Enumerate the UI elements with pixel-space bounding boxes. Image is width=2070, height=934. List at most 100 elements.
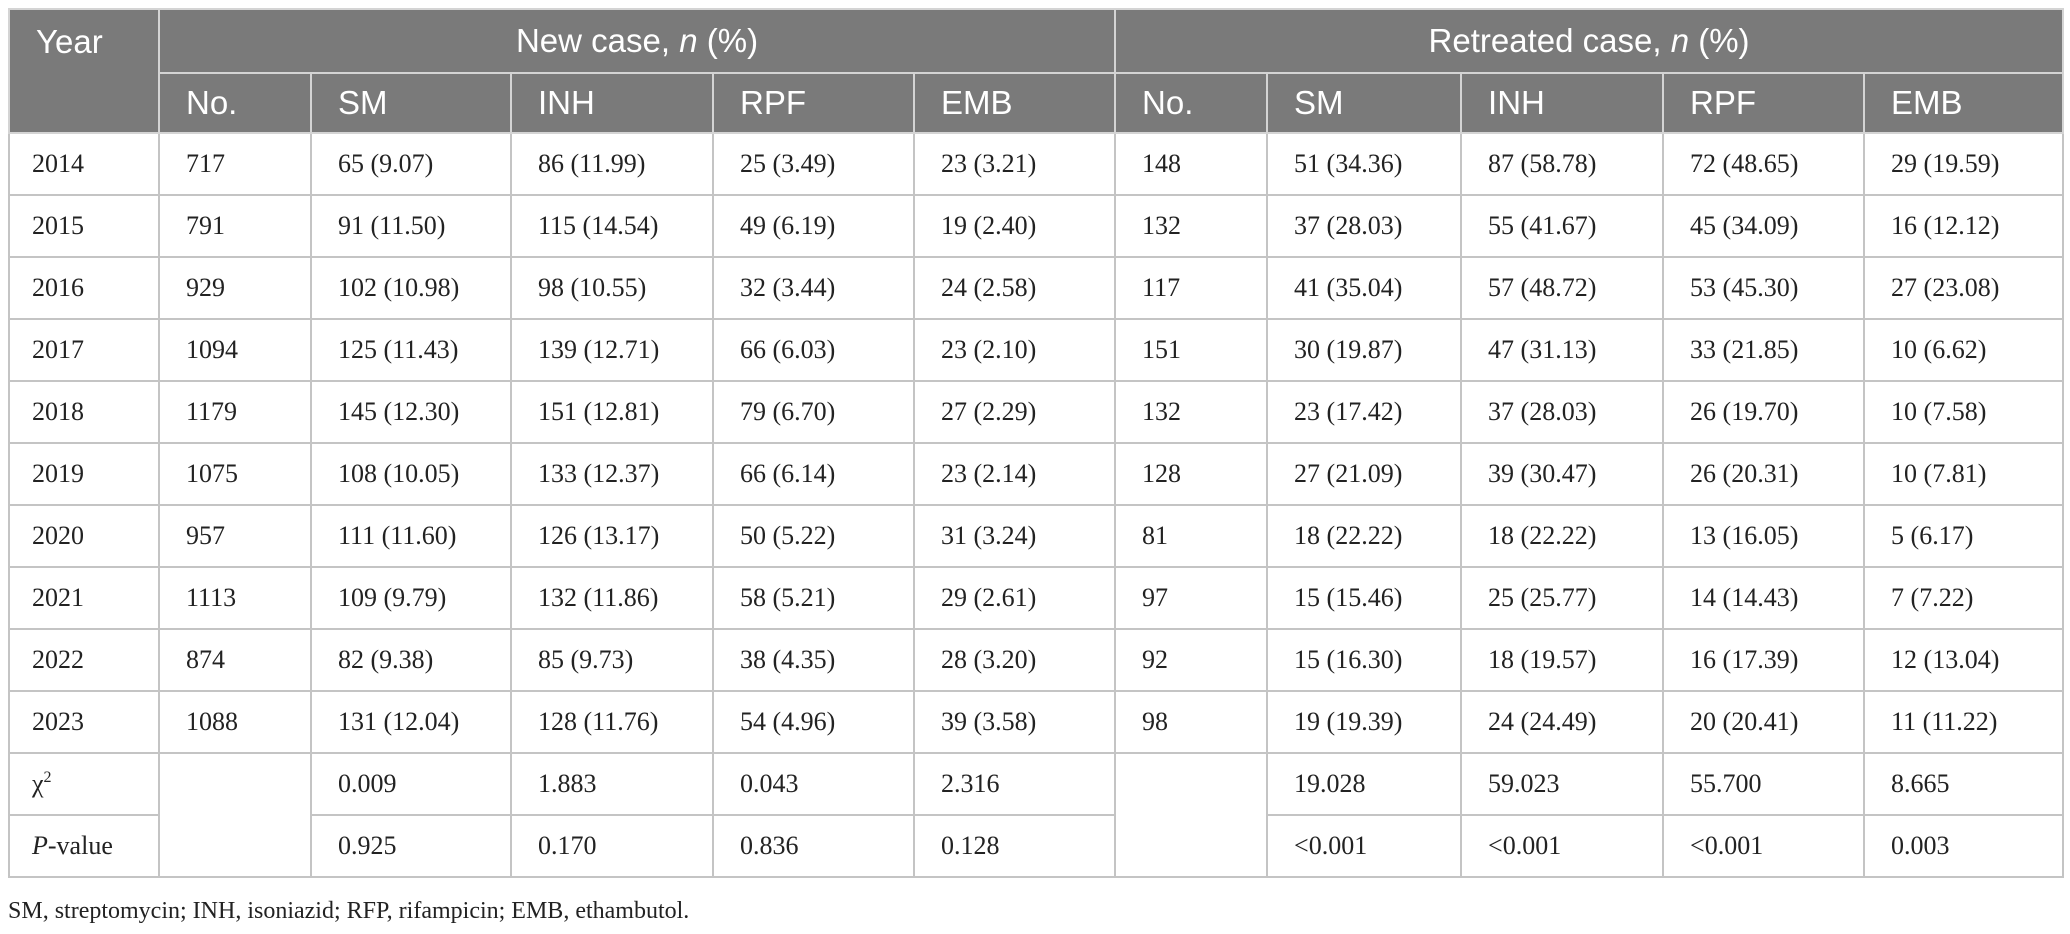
year-header-blank xyxy=(8,73,160,134)
table-cell: 98 xyxy=(1114,690,1269,754)
table-cell: 55.700 xyxy=(1662,752,1866,816)
table-cell: 115 (14.54) xyxy=(510,194,714,258)
table-cell: 19 (19.39) xyxy=(1266,690,1463,754)
table-cell: 92 xyxy=(1114,628,1269,692)
table-cell: 132 (11.86) xyxy=(510,566,714,630)
empty-cell xyxy=(158,752,312,878)
table-cell: 2022 xyxy=(8,628,160,692)
table-cell: 16 (12.12) xyxy=(1863,194,2065,258)
empty-cell xyxy=(1114,752,1269,878)
table-cell: 65 (9.07) xyxy=(310,132,512,196)
table-cell: 51 (34.36) xyxy=(1266,132,1463,196)
table-cell: 10 (6.62) xyxy=(1863,318,2065,382)
table-row: 2017 1094 125 (11.43) 139 (12.71) 66 (6.03) 2… xyxy=(8,318,2065,382)
table-cell: 151 (12.81) xyxy=(510,380,714,444)
table-cell: 2023 xyxy=(8,690,160,754)
table-cell: 2020 xyxy=(8,504,160,568)
table-cell: 131 (12.04) xyxy=(310,690,512,754)
table-cell: 27 (23.08) xyxy=(1863,256,2065,320)
new-case-header: New case, n (%) xyxy=(157,8,1117,74)
table-cell: <0.001 xyxy=(1662,814,1866,878)
table-cell: 55 (41.67) xyxy=(1460,194,1665,258)
table-cell: 54 (4.96) xyxy=(712,690,915,754)
table-cell: 37 (28.03) xyxy=(1266,194,1463,258)
table-cell: 111 (11.60) xyxy=(310,504,512,568)
table-cell: 41 (35.04) xyxy=(1266,256,1463,320)
table-cell: 72 (48.65) xyxy=(1662,132,1866,196)
table-cell: 0.003 xyxy=(1863,814,2065,878)
table-cell: 91 (11.50) xyxy=(310,194,512,258)
table-cell: 32 (3.44) xyxy=(712,256,915,320)
table-footnote: SM, streptomycin; INH, isoniazid; RFP, r… xyxy=(8,898,690,924)
table-cell: 0.170 xyxy=(510,814,714,878)
table-cell: 874 xyxy=(158,628,312,692)
table-cell: 86 (11.99) xyxy=(510,132,714,196)
table-cell: 97 xyxy=(1114,566,1269,630)
col-header: INH xyxy=(510,72,714,134)
table-cell: 108 (10.05) xyxy=(310,442,512,506)
table-cell: 31 (3.24) xyxy=(912,504,1117,568)
table-cell: 27 (21.09) xyxy=(1266,442,1463,506)
table-cell: 133 (12.37) xyxy=(510,442,714,506)
table-row: 2019 1075 108 (10.05) 133 (12.37) 66 (6.14) 2… xyxy=(8,442,2065,506)
table-cell: 49 (6.19) xyxy=(712,194,915,258)
table-cell: 85 (9.73) xyxy=(510,628,714,692)
header-row-groups: Year New case, n (%) Retreated case, n (… xyxy=(8,8,2065,74)
table-cell: 791 xyxy=(158,194,312,258)
table-cell: 145 (12.30) xyxy=(310,380,512,444)
table-cell: 957 xyxy=(158,504,312,568)
table-row: 2018 1179 145 (12.30) 151 (12.81) 79 (6.70) 2… xyxy=(8,380,2065,444)
table-cell: 81 xyxy=(1114,504,1269,568)
table-cell: 2021 xyxy=(8,566,160,630)
table-cell: 132 xyxy=(1114,380,1269,444)
col-header: INH xyxy=(1460,72,1665,134)
table-cell: 0.043 xyxy=(712,752,915,816)
table-cell: 0.009 xyxy=(310,752,512,816)
table-cell: 39 (30.47) xyxy=(1460,442,1665,506)
table-cell: 117 xyxy=(1114,256,1269,320)
table-cell: 38 (4.35) xyxy=(712,628,915,692)
table-row: 2014 717 65 (9.07) 86 (11.99) 25 (3.49) 23 (3… xyxy=(8,132,2065,196)
col-header: RPF xyxy=(1662,72,1866,134)
table-cell: 23 (2.10) xyxy=(912,318,1117,382)
table-cell: 128 xyxy=(1114,442,1269,506)
table-cell: 23 (2.14) xyxy=(912,442,1117,506)
table-cell: 18 (22.22) xyxy=(1266,504,1463,568)
table-cell: 66 (6.14) xyxy=(712,442,915,506)
table-cell: 13 (16.05) xyxy=(1662,504,1866,568)
table-cell: 1094 xyxy=(158,318,312,382)
table-cell: 82 (9.38) xyxy=(310,628,512,692)
table-cell: 7 (7.22) xyxy=(1863,566,2065,630)
year-header: Year xyxy=(8,8,160,73)
table-row: 2022 874 82 (9.38) 85 (9.73) 38 (4.35) 28 (3.… xyxy=(8,628,2065,692)
table-cell: 98 (10.55) xyxy=(510,256,714,320)
col-header: RPF xyxy=(712,72,915,134)
table-cell: 50 (5.22) xyxy=(712,504,915,568)
table-cell: 2015 xyxy=(8,194,160,258)
col-header: No. xyxy=(1114,72,1269,134)
table-cell: 1179 xyxy=(158,380,312,444)
table-cell: 79 (6.70) xyxy=(712,380,915,444)
retreated-case-header: Retreated case, n (%) xyxy=(1114,8,2065,74)
table-cell: 1113 xyxy=(158,566,312,630)
table-cell: 87 (58.78) xyxy=(1460,132,1665,196)
table-cell: 151 xyxy=(1114,318,1269,382)
table-row: 2021 1113 109 (9.79) 132 (11.86) 58 (5.21) 29… xyxy=(8,566,2065,630)
table-cell: 1075 xyxy=(158,442,312,506)
table-cell: 30 (19.87) xyxy=(1266,318,1463,382)
table-cell: 58 (5.21) xyxy=(712,566,915,630)
table-cell: 27 (2.29) xyxy=(912,380,1117,444)
table-cell: 18 (22.22) xyxy=(1460,504,1665,568)
table-cell: 29 (19.59) xyxy=(1863,132,2065,196)
table-cell: 37 (28.03) xyxy=(1460,380,1665,444)
table-cell: 57 (48.72) xyxy=(1460,256,1665,320)
table-cell: 15 (15.46) xyxy=(1266,566,1463,630)
table-cell: 19 (2.40) xyxy=(912,194,1117,258)
chi-square-label: χ2 xyxy=(8,752,160,816)
p-value-row: P-value 0.925 0.170 0.836 0.128 <0.001 <… xyxy=(8,814,2065,878)
table-cell: 139 (12.71) xyxy=(510,318,714,382)
p-value-label: P-value xyxy=(8,814,160,878)
table-cell: 53 (45.30) xyxy=(1662,256,1866,320)
table-cell: 8.665 xyxy=(1863,752,2065,816)
table-cell: 12 (13.04) xyxy=(1863,628,2065,692)
